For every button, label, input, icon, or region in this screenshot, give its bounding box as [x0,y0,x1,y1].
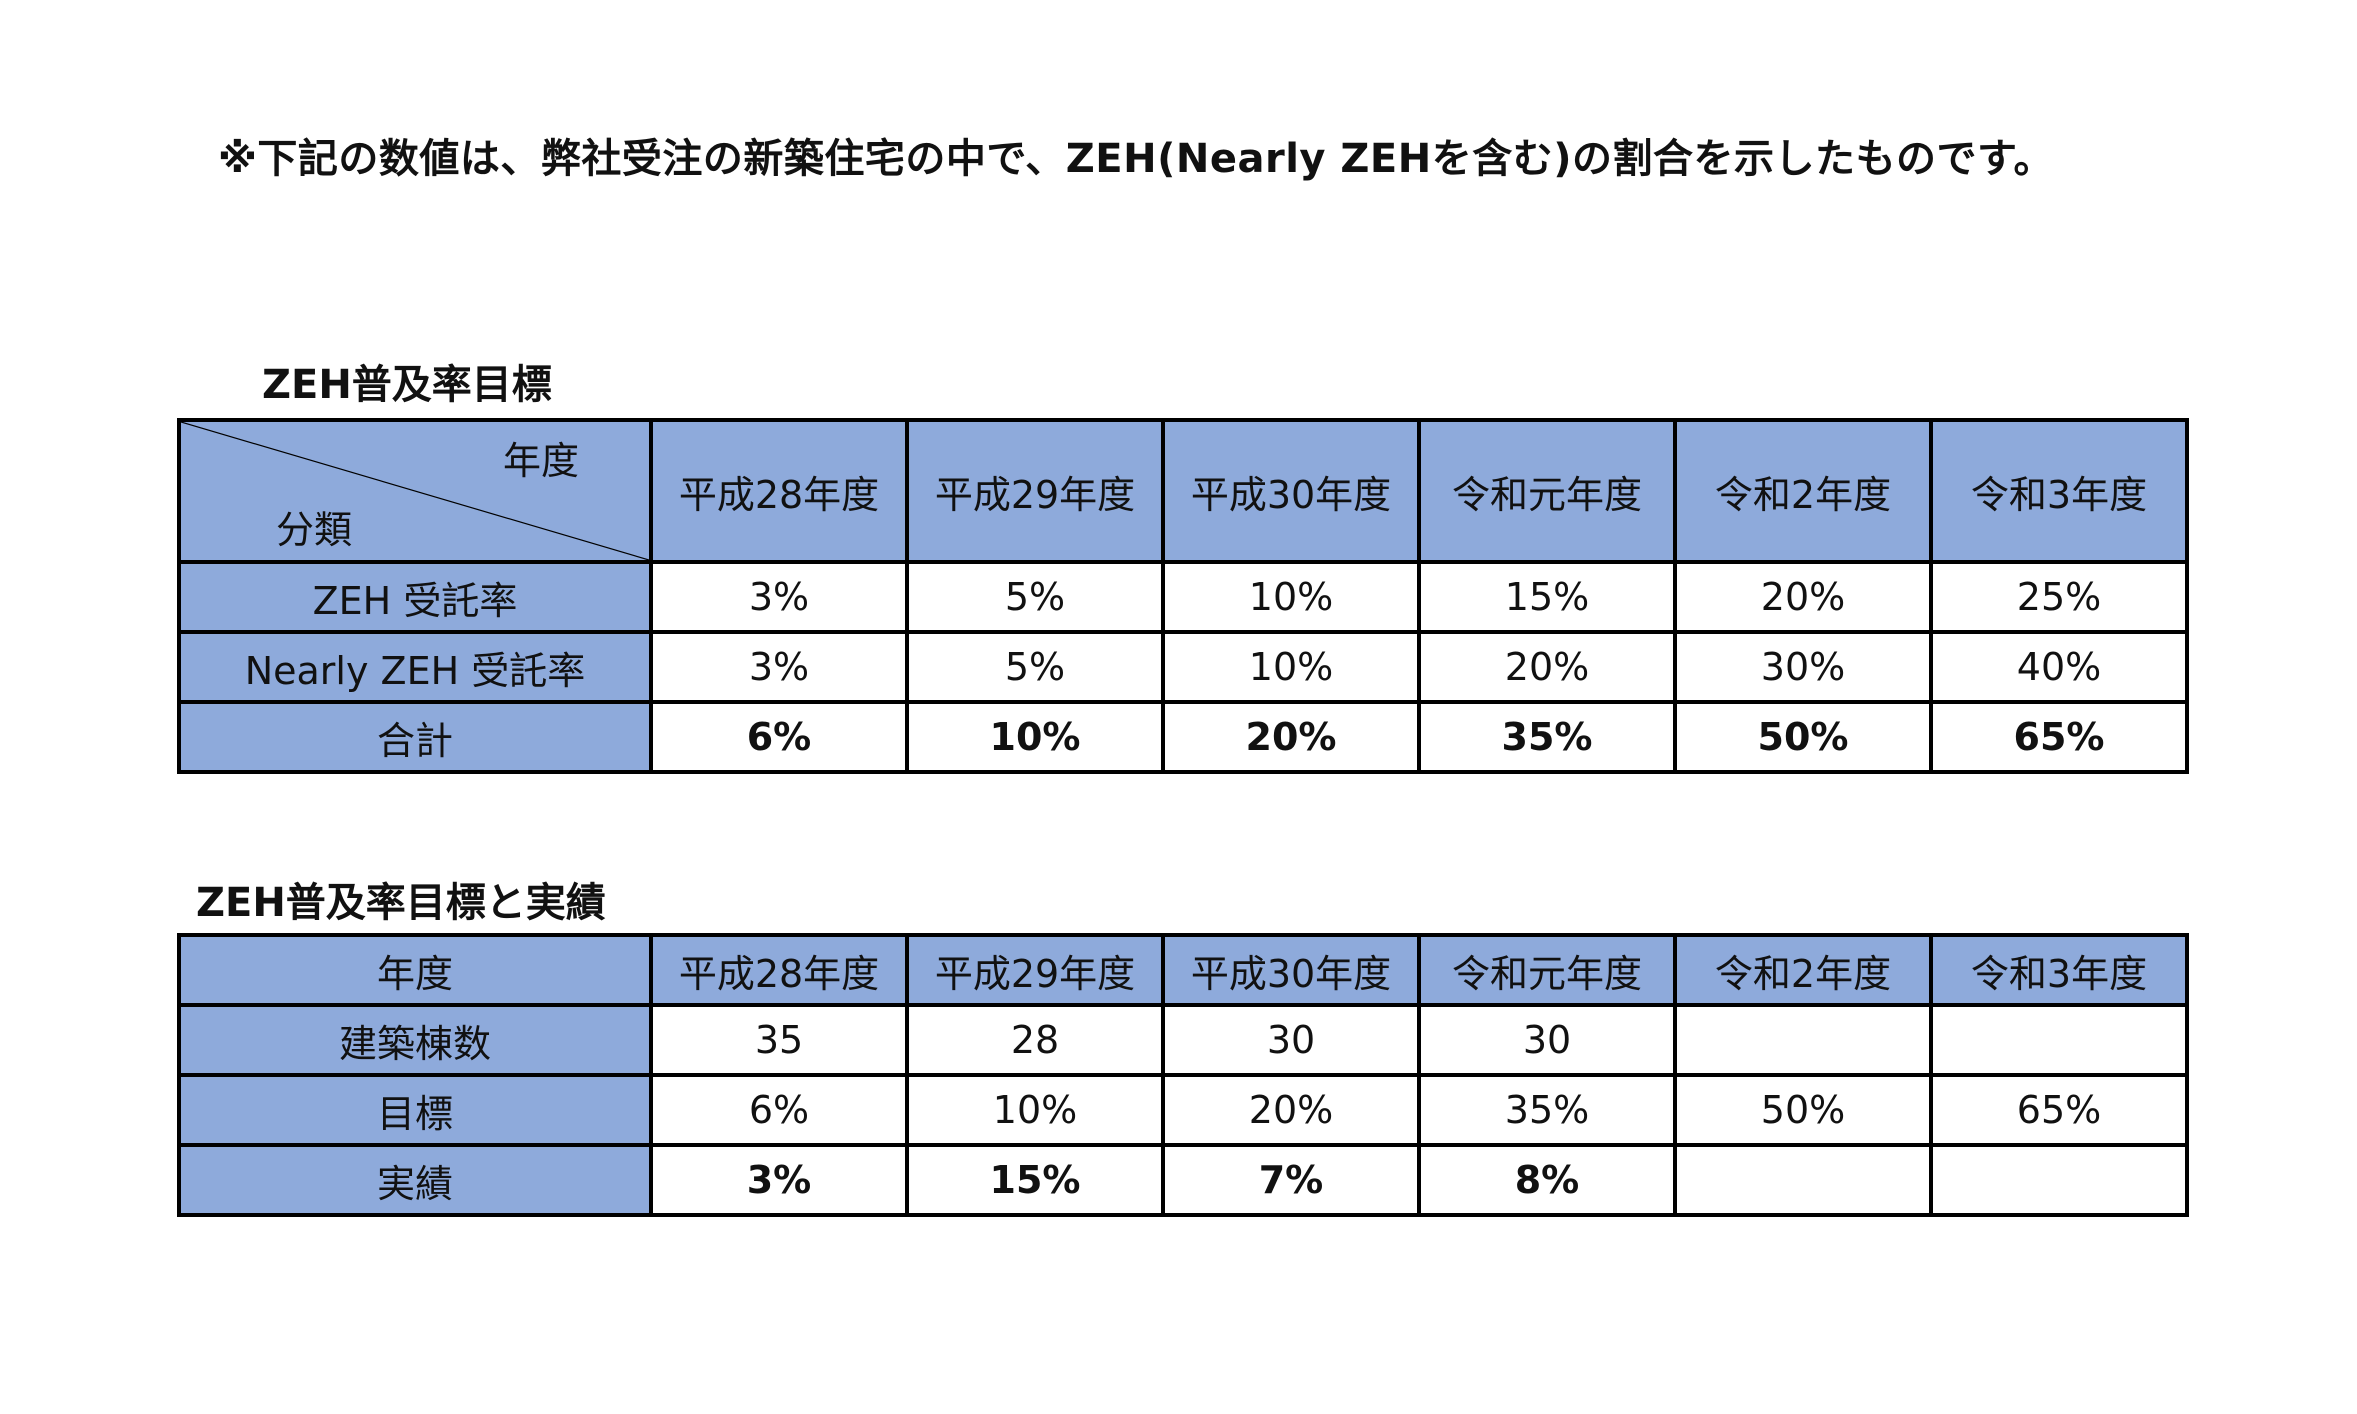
table-row: 建築棟数 35 28 30 30 [177,1003,2189,1077]
year-header: 令和元年度 [1417,933,1677,1007]
table-cell: 28 [905,1003,1165,1077]
table-cell: 5% [905,630,1165,704]
zeh-target-results-title: ZEH普及率目標と実績 [196,880,606,926]
table-row: 目標 6% 10% 20% 35% 50% 65% [177,1073,2189,1147]
table-cell: 10% [905,1073,1165,1147]
results-row: 実績 3% 15% 7% 8% [177,1143,2189,1217]
result-cell: 3% [649,1143,909,1217]
row-label: ZEH 受託率 [177,560,653,634]
table-cell: 10% [1161,560,1421,634]
year-header: 平成28年度 [649,418,909,564]
table-row: Nearly ZEH 受託率 3% 5% 10% 20% 30% 40% [177,630,2189,704]
year-header: 令和2年度 [1673,418,1933,564]
total-cell: 65% [1929,700,2189,774]
year-header: 令和元年度 [1417,418,1677,564]
table-cell: 35 [649,1003,909,1077]
table-cell: 6% [649,1073,909,1147]
table-cell: 20% [1673,560,1933,634]
total-cell: 50% [1673,700,1933,774]
table-cell: 5% [905,560,1165,634]
total-cell: 35% [1417,700,1677,774]
table-cell: 30 [1417,1003,1677,1077]
result-cell [1929,1143,2189,1217]
table-cell: 20% [1417,630,1677,704]
year-header: 令和3年度 [1929,418,2189,564]
table-cell: 15% [1417,560,1677,634]
table-cell: 50% [1673,1073,1933,1147]
table-row: ZEH 受託率 3% 5% 10% 15% 20% 25% [177,560,2189,634]
zeh-target-results-table: 年度 平成28年度 平成29年度 平成30年度 令和元年度 令和2年度 令和3年… [177,933,2189,1217]
year-header: 平成30年度 [1161,933,1421,1007]
table-cell [1673,1003,1933,1077]
total-cell: 6% [649,700,909,774]
corner-category-label: 分類 [276,508,353,552]
table-cell: 65% [1929,1073,2189,1147]
row-label: 実績 [177,1143,653,1217]
result-cell: 7% [1161,1143,1421,1217]
total-cell: 20% [1161,700,1421,774]
result-cell: 8% [1417,1143,1677,1217]
corner-year-label: 年度 [502,439,579,483]
table-cell: 10% [1161,630,1421,704]
result-cell [1673,1143,1933,1217]
table-cell: 30 [1161,1003,1421,1077]
row-label: 建築棟数 [177,1003,653,1077]
zeh-target-table: 年度 分類 平成28年度 平成29年度 平成30年度 令和元年度 令和2年度 令… [177,418,2189,774]
year-header: 平成28年度 [649,933,909,1007]
year-header: 平成29年度 [905,933,1165,1007]
table-cell: 3% [649,560,909,634]
row-label: Nearly ZEH 受託率 [177,630,653,704]
table-cell: 25% [1929,560,2189,634]
corner-header-cell: 年度 分類 [177,418,653,564]
year-header-label: 年度 [177,933,653,1007]
year-header: 平成30年度 [1161,418,1421,564]
diagonal-divider [181,422,649,560]
total-cell: 10% [905,700,1165,774]
table-header-row: 年度 分類 平成28年度 平成29年度 平成30年度 令和元年度 令和2年度 令… [177,418,2189,564]
disclaimer-note: ※下記の数値は、弊社受注の新築住宅の中で、ZEH(Nearly ZEHを含む)の… [218,136,2054,182]
year-header: 令和2年度 [1673,933,1933,1007]
year-header: 平成29年度 [905,418,1165,564]
table-cell [1929,1003,2189,1077]
table-cell: 40% [1929,630,2189,704]
total-row: 合計 6% 10% 20% 35% 50% 65% [177,700,2189,774]
result-cell: 15% [905,1143,1165,1217]
table-cell: 20% [1161,1073,1421,1147]
zeh-target-title: ZEH普及率目標 [262,362,552,408]
year-header: 令和3年度 [1929,933,2189,1007]
table-cell: 35% [1417,1073,1677,1147]
row-label: 目標 [177,1073,653,1147]
table-header-row: 年度 平成28年度 平成29年度 平成30年度 令和元年度 令和2年度 令和3年… [177,933,2189,1007]
table-cell: 3% [649,630,909,704]
row-label: 合計 [177,700,653,774]
table-cell: 30% [1673,630,1933,704]
